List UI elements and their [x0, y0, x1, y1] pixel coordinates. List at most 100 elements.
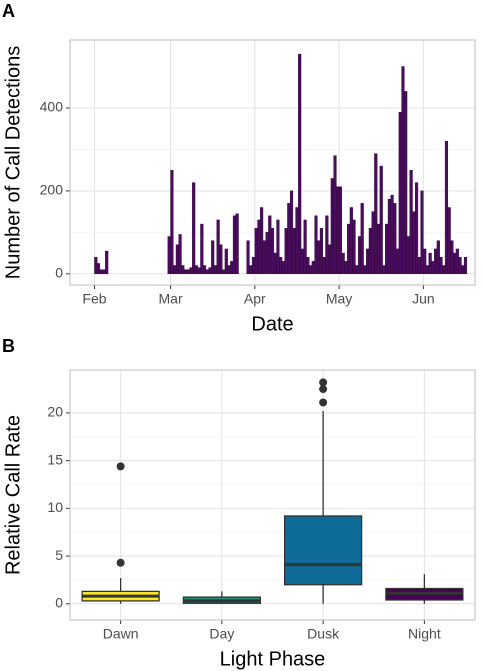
- bar: [270, 228, 275, 275]
- x-tick-label: Dawn: [103, 626, 139, 642]
- bar: [178, 234, 182, 275]
- x-tick-label: Day: [209, 626, 234, 642]
- plot-border: [69, 39, 476, 286]
- bar: [230, 261, 234, 275]
- plot-border: [69, 369, 476, 621]
- bar: [289, 190, 294, 275]
- y-axis-title: Number of Call Detections: [2, 46, 24, 279]
- bar: [463, 257, 468, 275]
- bar: [202, 265, 207, 275]
- bar: [439, 257, 443, 275]
- bar: [368, 228, 372, 275]
- bar: [222, 269, 226, 275]
- bar: [175, 244, 179, 275]
- bar: [412, 211, 416, 275]
- bar: [205, 269, 209, 275]
- panel-label: A: [2, 1, 15, 21]
- bar: [366, 248, 370, 275]
- y-tick-label: 400: [40, 99, 64, 115]
- x-axis-title: Light Phase: [220, 648, 326, 670]
- bar: [379, 165, 383, 275]
- bar: [183, 269, 188, 275]
- bar: [314, 215, 318, 275]
- bar: [276, 219, 280, 275]
- bar: [251, 257, 256, 275]
- bar: [425, 265, 429, 275]
- bar: [428, 252, 432, 275]
- bar: [374, 153, 378, 275]
- y-axis-title: Relative Call Rate: [2, 415, 24, 575]
- bar: [287, 203, 291, 275]
- bar: [390, 194, 394, 275]
- bar: [181, 265, 185, 275]
- bar: [325, 215, 329, 275]
- bar: [393, 203, 397, 275]
- bar: [417, 257, 421, 275]
- bar: [303, 219, 307, 275]
- bar: [219, 244, 223, 275]
- bar: [434, 248, 438, 275]
- bar: [317, 240, 321, 275]
- x-tick-label: Jun: [412, 291, 435, 307]
- bar: [442, 265, 446, 275]
- outlier: [319, 378, 328, 387]
- bar: [281, 261, 285, 275]
- bar: [330, 178, 334, 275]
- bar: [352, 219, 356, 275]
- bar: [385, 223, 389, 275]
- bar: [355, 265, 359, 275]
- bar: [431, 261, 435, 275]
- bar: [371, 211, 375, 275]
- bar: [363, 265, 367, 275]
- bar: [273, 252, 277, 275]
- bar: [284, 228, 288, 275]
- bar: [173, 265, 177, 275]
- bar: [461, 265, 465, 275]
- bar: [197, 267, 201, 275]
- bar: [311, 261, 315, 275]
- bar: [357, 236, 362, 275]
- bar: [99, 269, 103, 275]
- x-tick-label: Mar: [159, 291, 183, 307]
- bar: [194, 265, 198, 275]
- bar: [224, 248, 228, 275]
- bar: [338, 186, 343, 275]
- bar: [298, 53, 302, 275]
- x-tick-label: Apr: [244, 291, 266, 307]
- bar: [300, 248, 304, 275]
- bar: [306, 257, 310, 275]
- bar: [395, 248, 400, 275]
- bar: [265, 232, 269, 275]
- outlier: [319, 398, 328, 407]
- bar: [415, 182, 419, 275]
- bar: [341, 252, 345, 275]
- bar: [227, 265, 231, 275]
- bar: [458, 257, 462, 275]
- bar: [387, 198, 391, 275]
- y-tick-label: 200: [40, 182, 64, 198]
- bar: [200, 223, 204, 275]
- bar: [292, 228, 296, 275]
- bar: [235, 213, 239, 275]
- bar: [102, 269, 106, 275]
- bar: [186, 269, 190, 275]
- bar: [232, 215, 237, 275]
- y-tick-label: 20: [47, 404, 63, 420]
- bar: [382, 265, 386, 275]
- bar: [211, 240, 215, 275]
- panel-label: B: [2, 336, 15, 356]
- bar: [308, 265, 313, 275]
- bar: [404, 91, 408, 275]
- bar: [96, 263, 101, 275]
- box: [283, 515, 363, 586]
- bar: [257, 219, 261, 275]
- bar: [436, 240, 440, 275]
- bar: [268, 215, 272, 275]
- y-tick-label: 10: [47, 499, 63, 515]
- x-axis-title: Date: [251, 313, 293, 335]
- bar: [336, 186, 340, 275]
- outlier: [319, 385, 328, 394]
- bar: [322, 257, 326, 275]
- bar: [208, 267, 212, 275]
- bar: [401, 66, 405, 275]
